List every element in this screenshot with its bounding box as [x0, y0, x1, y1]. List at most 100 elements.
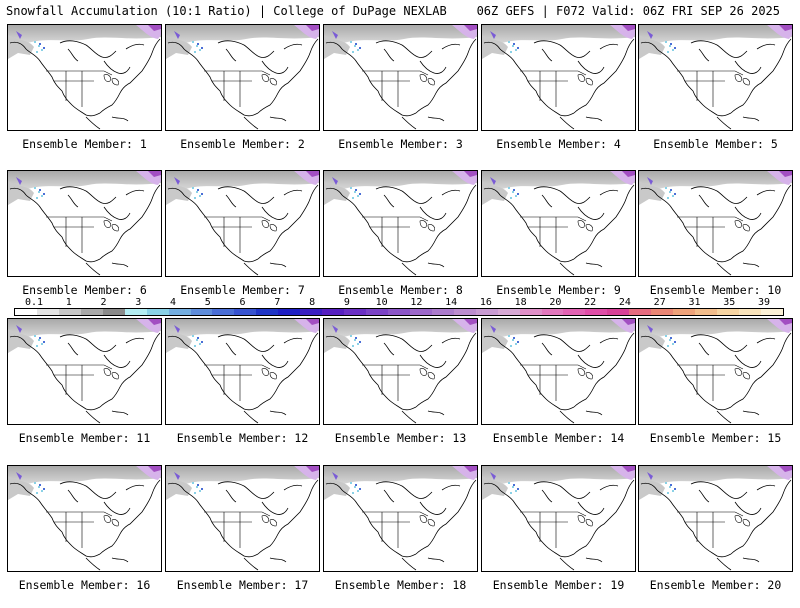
ensemble-member-label: Ensemble Member: 15: [649, 431, 782, 445]
colorbar-swatch: [651, 309, 674, 315]
ensemble-member-label: Ensemble Member: 10: [649, 283, 782, 297]
colorbar-swatch: [58, 309, 81, 315]
colorbar-swatch: [366, 309, 388, 315]
colorbar-tick-label: 31: [688, 297, 701, 308]
snowfall-map: [7, 318, 162, 425]
run-valid-time: 06Z GEFS | F072 Valid: 06Z FRI SEP 26 20…: [476, 4, 780, 18]
ensemble-member-panel: Ensemble Member: 11: [7, 318, 162, 461]
colorbar-tick-label: 7: [274, 297, 281, 308]
colorbar-swatch: [234, 309, 257, 315]
colorbar-swatch: [36, 309, 59, 315]
ensemble-member-label: Ensemble Member: 9: [496, 283, 621, 297]
colorbar-swatch: [256, 309, 279, 315]
colorbar-swatch: [278, 309, 301, 315]
snowfall-map: [638, 170, 793, 277]
colorbar-swatch: [673, 309, 696, 315]
snowfall-map: [638, 465, 793, 572]
ensemble-member-panel: Ensemble Member: 18: [323, 465, 478, 608]
ensemble-member-panel: Ensemble Member: 6: [7, 170, 162, 313]
ensemble-member-label: Ensemble Member: 13: [334, 431, 467, 445]
ensemble-member-label: Ensemble Member: 1: [22, 137, 147, 151]
ensemble-member-panel: Ensemble Member: 10: [638, 170, 793, 313]
ensemble-member-label: Ensemble Member: 12: [176, 431, 309, 445]
colorbar-swatch: [190, 309, 213, 315]
ensemble-member-label: Ensemble Member: 20: [649, 578, 782, 592]
colorbar-tick-label: 12: [410, 297, 423, 308]
ensemble-member-panel: Ensemble Member: 1: [7, 24, 162, 167]
ensemble-member-panel: Ensemble Member: 15: [638, 318, 793, 461]
ensemble-member-panel: Ensemble Member: 3: [323, 24, 478, 167]
colorbar-swatches: [14, 308, 784, 316]
ensemble-member-panel: Ensemble Member: 19: [481, 465, 636, 608]
colorbar-tick-label: 0.1: [24, 297, 44, 308]
snowfall-colorbar: 0.1 1 2 3 4 5 6 7 8 9 10 12 14 16 18 20 22 24 27 31 35 39: [14, 297, 784, 317]
ensemble-member-label: Ensemble Member: 3: [338, 137, 463, 151]
colorbar-tick-label: 1: [65, 297, 72, 308]
colorbar-tick-label: 35: [723, 297, 736, 308]
colorbar-tick-label: 6: [239, 297, 246, 308]
colorbar-tick-label: 20: [549, 297, 562, 308]
snowfall-map: [7, 24, 162, 131]
ensemble-member-panel: Ensemble Member: 4: [481, 24, 636, 167]
map-title: Snowfall Accumulation (10:1 Ratio) | Col…: [6, 4, 447, 18]
colorbar-tick-label: 3: [135, 297, 142, 308]
ensemble-member-label: Ensemble Member: 7: [180, 283, 305, 297]
ensemble-member-panel: Ensemble Member: 20: [638, 465, 793, 608]
snowfall-map: [165, 465, 320, 572]
colorbar-swatch: [475, 309, 498, 315]
snowfall-map: [638, 24, 793, 131]
ensemble-member-label: Ensemble Member: 8: [338, 283, 463, 297]
colorbar-tick-label: 5: [204, 297, 211, 308]
ensemble-member-panel: Ensemble Member: 2: [165, 24, 320, 167]
ensemble-member-panel: Ensemble Member: 7: [165, 170, 320, 313]
snowfall-map: [481, 24, 636, 131]
snowfall-map: [7, 170, 162, 277]
colorbar-labels: 0.1 1 2 3 4 5 6 7 8 9 10 12 14 16 18 20 22 24 27 31 35 39: [14, 297, 784, 308]
colorbar-swatch: [102, 309, 125, 315]
snowfall-map: [323, 24, 478, 131]
colorbar-tick-label: 14: [445, 297, 458, 308]
colorbar-tick-label: 22: [584, 297, 597, 308]
colorbar-tick-label: 24: [618, 297, 631, 308]
colorbar-tick-label: 2: [100, 297, 107, 308]
colorbar-tick-label: 9: [343, 297, 350, 308]
colorbar-swatch: [695, 309, 717, 315]
colorbar-swatch: [168, 309, 191, 315]
colorbar-tick-label: 4: [170, 297, 177, 308]
colorbar-swatch: [453, 309, 476, 315]
colorbar-swatch: [717, 309, 739, 315]
colorbar-tick-label: 18: [514, 297, 527, 308]
colorbar-tick-label: 39: [757, 297, 771, 308]
snowfall-map: [7, 465, 162, 572]
snowfall-map: [165, 24, 320, 131]
colorbar-swatch: [15, 309, 37, 315]
ensemble-member-label: Ensemble Member: 18: [334, 578, 467, 592]
colorbar-swatch: [431, 309, 454, 315]
ensemble-member-label: Ensemble Member: 16: [18, 578, 151, 592]
ensemble-member-label: Ensemble Member: 4: [496, 137, 621, 151]
colorbar-swatch: [760, 309, 783, 315]
colorbar-swatch: [585, 309, 608, 315]
colorbar-swatch: [497, 309, 520, 315]
ensemble-member-label: Ensemble Member: 11: [18, 431, 151, 445]
colorbar-swatch: [322, 309, 345, 315]
snowfall-map: [165, 318, 320, 425]
snowfall-map: [481, 318, 636, 425]
snowfall-map: [481, 170, 636, 277]
colorbar-swatch: [563, 309, 586, 315]
ensemble-member-label: Ensemble Member: 17: [176, 578, 309, 592]
ensemble-member-panel: Ensemble Member: 17: [165, 465, 320, 608]
ensemble-member-panel: Ensemble Member: 13: [323, 318, 478, 461]
colorbar-swatch: [607, 309, 630, 315]
snowfall-map: [323, 465, 478, 572]
ensemble-member-label: Ensemble Member: 5: [653, 137, 778, 151]
snowfall-map: [323, 170, 478, 277]
ensemble-member-label: Ensemble Member: 6: [22, 283, 147, 297]
ensemble-member-panel: Ensemble Member: 5: [638, 24, 793, 167]
snowfall-map: [323, 318, 478, 425]
snowfall-map: [638, 318, 793, 425]
colorbar-swatch: [80, 309, 103, 315]
ensemble-member-label: Ensemble Member: 19: [492, 578, 625, 592]
colorbar-swatch: [124, 309, 147, 315]
ensemble-member-label: Ensemble Member: 2: [180, 137, 305, 151]
